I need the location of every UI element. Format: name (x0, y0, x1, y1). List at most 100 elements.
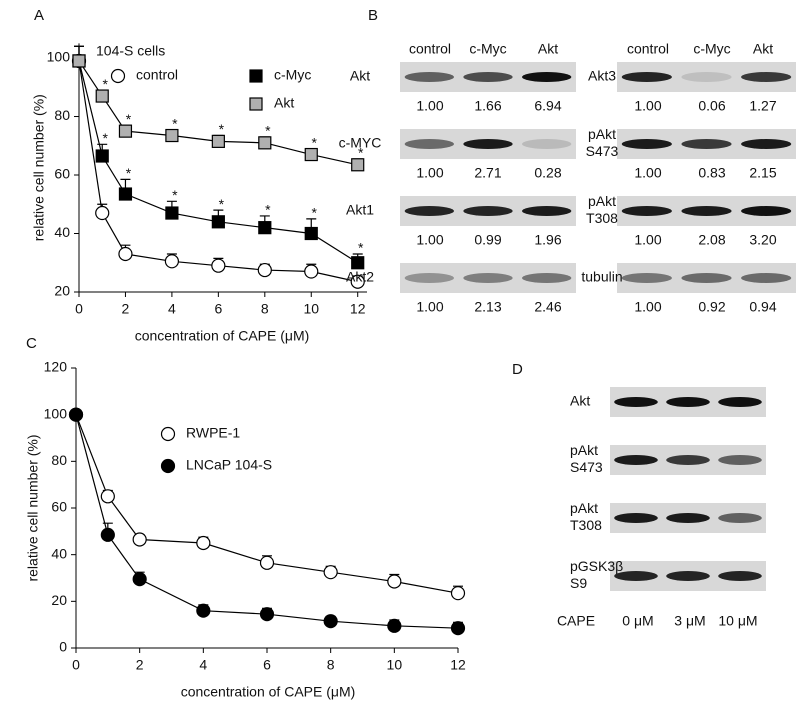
lane-header: Akt (753, 41, 773, 57)
quantification: 2.71 (474, 165, 501, 181)
y-tick-label: 60 (51, 499, 67, 515)
quantification: 0.06 (698, 98, 725, 114)
blot-band (404, 72, 454, 82)
y-tick-label: 80 (54, 107, 70, 123)
lane-header: c-Myc (693, 41, 730, 57)
x-tick-label: 2 (122, 301, 130, 317)
quantification: 1.00 (634, 98, 661, 114)
row-label: pAkt (588, 193, 616, 209)
row-label: S473 (586, 143, 619, 159)
blot-band (621, 72, 672, 82)
data-point (118, 246, 133, 262)
y-tick-label: 100 (47, 49, 71, 65)
x-tick-label: 12 (350, 301, 366, 317)
data-point (211, 215, 225, 229)
blot-band (666, 397, 710, 407)
blot-band (741, 72, 792, 82)
panel-label: C (26, 335, 37, 352)
quantification: 2.08 (698, 232, 725, 248)
row-label: Akt (570, 393, 590, 409)
annotation: 104-S cells (96, 43, 165, 59)
x-tick-label: 8 (327, 657, 335, 673)
x-tick-label: 10 (303, 301, 319, 317)
blot-band (681, 72, 732, 82)
row-label: T308 (570, 517, 602, 533)
blot-band (621, 206, 672, 216)
quantification: 1.00 (634, 165, 661, 181)
quantification: 0.28 (534, 165, 561, 181)
x-tick-label: 4 (168, 301, 176, 317)
data-point (351, 158, 365, 172)
y-axis-label: relative cell number (%) (25, 434, 41, 581)
panel-label: D (512, 361, 523, 378)
quantification: 6.94 (534, 98, 561, 114)
data-point (450, 621, 466, 636)
legend-label: c-Myc (274, 67, 311, 83)
y-axis-label: relative cell number (%) (31, 94, 47, 241)
legend-label: LNCaP 104-S (186, 457, 272, 473)
x-axis-label: concentration of CAPE (μM) (135, 328, 310, 344)
legend-label: Akt (274, 95, 294, 111)
blot-band (522, 206, 572, 216)
blot-band (522, 72, 572, 82)
blot-band (718, 513, 762, 523)
data-point (258, 136, 272, 150)
blot-band (614, 455, 658, 465)
data-point (95, 89, 109, 103)
row-label: pAkt (570, 442, 598, 458)
x-tick-label: 10 (387, 657, 403, 673)
y-tick-label: 100 (44, 405, 68, 421)
data-point (323, 614, 338, 629)
data-point (68, 407, 84, 422)
data-point (387, 574, 402, 589)
quantification: 1.00 (416, 299, 443, 315)
data-point (304, 264, 319, 279)
quantification: 1.66 (474, 98, 501, 114)
blot-band (463, 206, 513, 216)
data-point (95, 205, 110, 221)
lane-header: control (627, 41, 669, 57)
data-point (304, 147, 318, 162)
row-label: S473 (570, 459, 603, 475)
blot-band (614, 397, 658, 407)
data-point (100, 489, 115, 504)
blot-band (404, 206, 454, 216)
x-tick-label: 8 (261, 301, 269, 317)
series-line (75, 414, 459, 629)
panel-label: A (34, 7, 44, 24)
quantification: 1.00 (416, 165, 443, 181)
row-label: Akt3 (588, 68, 616, 84)
data-point (95, 149, 109, 163)
lane-header: control (409, 41, 451, 57)
row-label: Akt1 (346, 202, 374, 218)
footer-label: 3 μM (674, 613, 705, 629)
significance-mark: * (219, 121, 225, 137)
x-tick-label: 12 (450, 657, 466, 673)
blot-band (404, 139, 454, 149)
significance-mark: * (102, 130, 108, 146)
significance-mark: * (265, 123, 271, 139)
significance-mark: * (172, 115, 178, 131)
blot-band (522, 273, 572, 283)
data-point (165, 206, 179, 220)
significance-mark: * (126, 165, 132, 181)
significance-mark: * (312, 205, 318, 221)
series-line (75, 414, 459, 594)
data-point (196, 603, 211, 618)
data-point (211, 134, 225, 148)
data-point (350, 274, 365, 289)
panel-label: B (368, 7, 378, 24)
blot-band (718, 571, 762, 581)
row-label: c-MYC (339, 135, 382, 151)
significance-mark: * (126, 111, 132, 127)
significance-mark: * (219, 196, 225, 212)
x-tick-label: 6 (263, 657, 271, 673)
blot-band (718, 455, 762, 465)
data-point (132, 532, 147, 547)
legend-marker (110, 68, 126, 84)
data-point (259, 555, 275, 570)
legend-label: control (136, 67, 178, 83)
data-point (450, 586, 466, 601)
blot-band (666, 571, 710, 581)
